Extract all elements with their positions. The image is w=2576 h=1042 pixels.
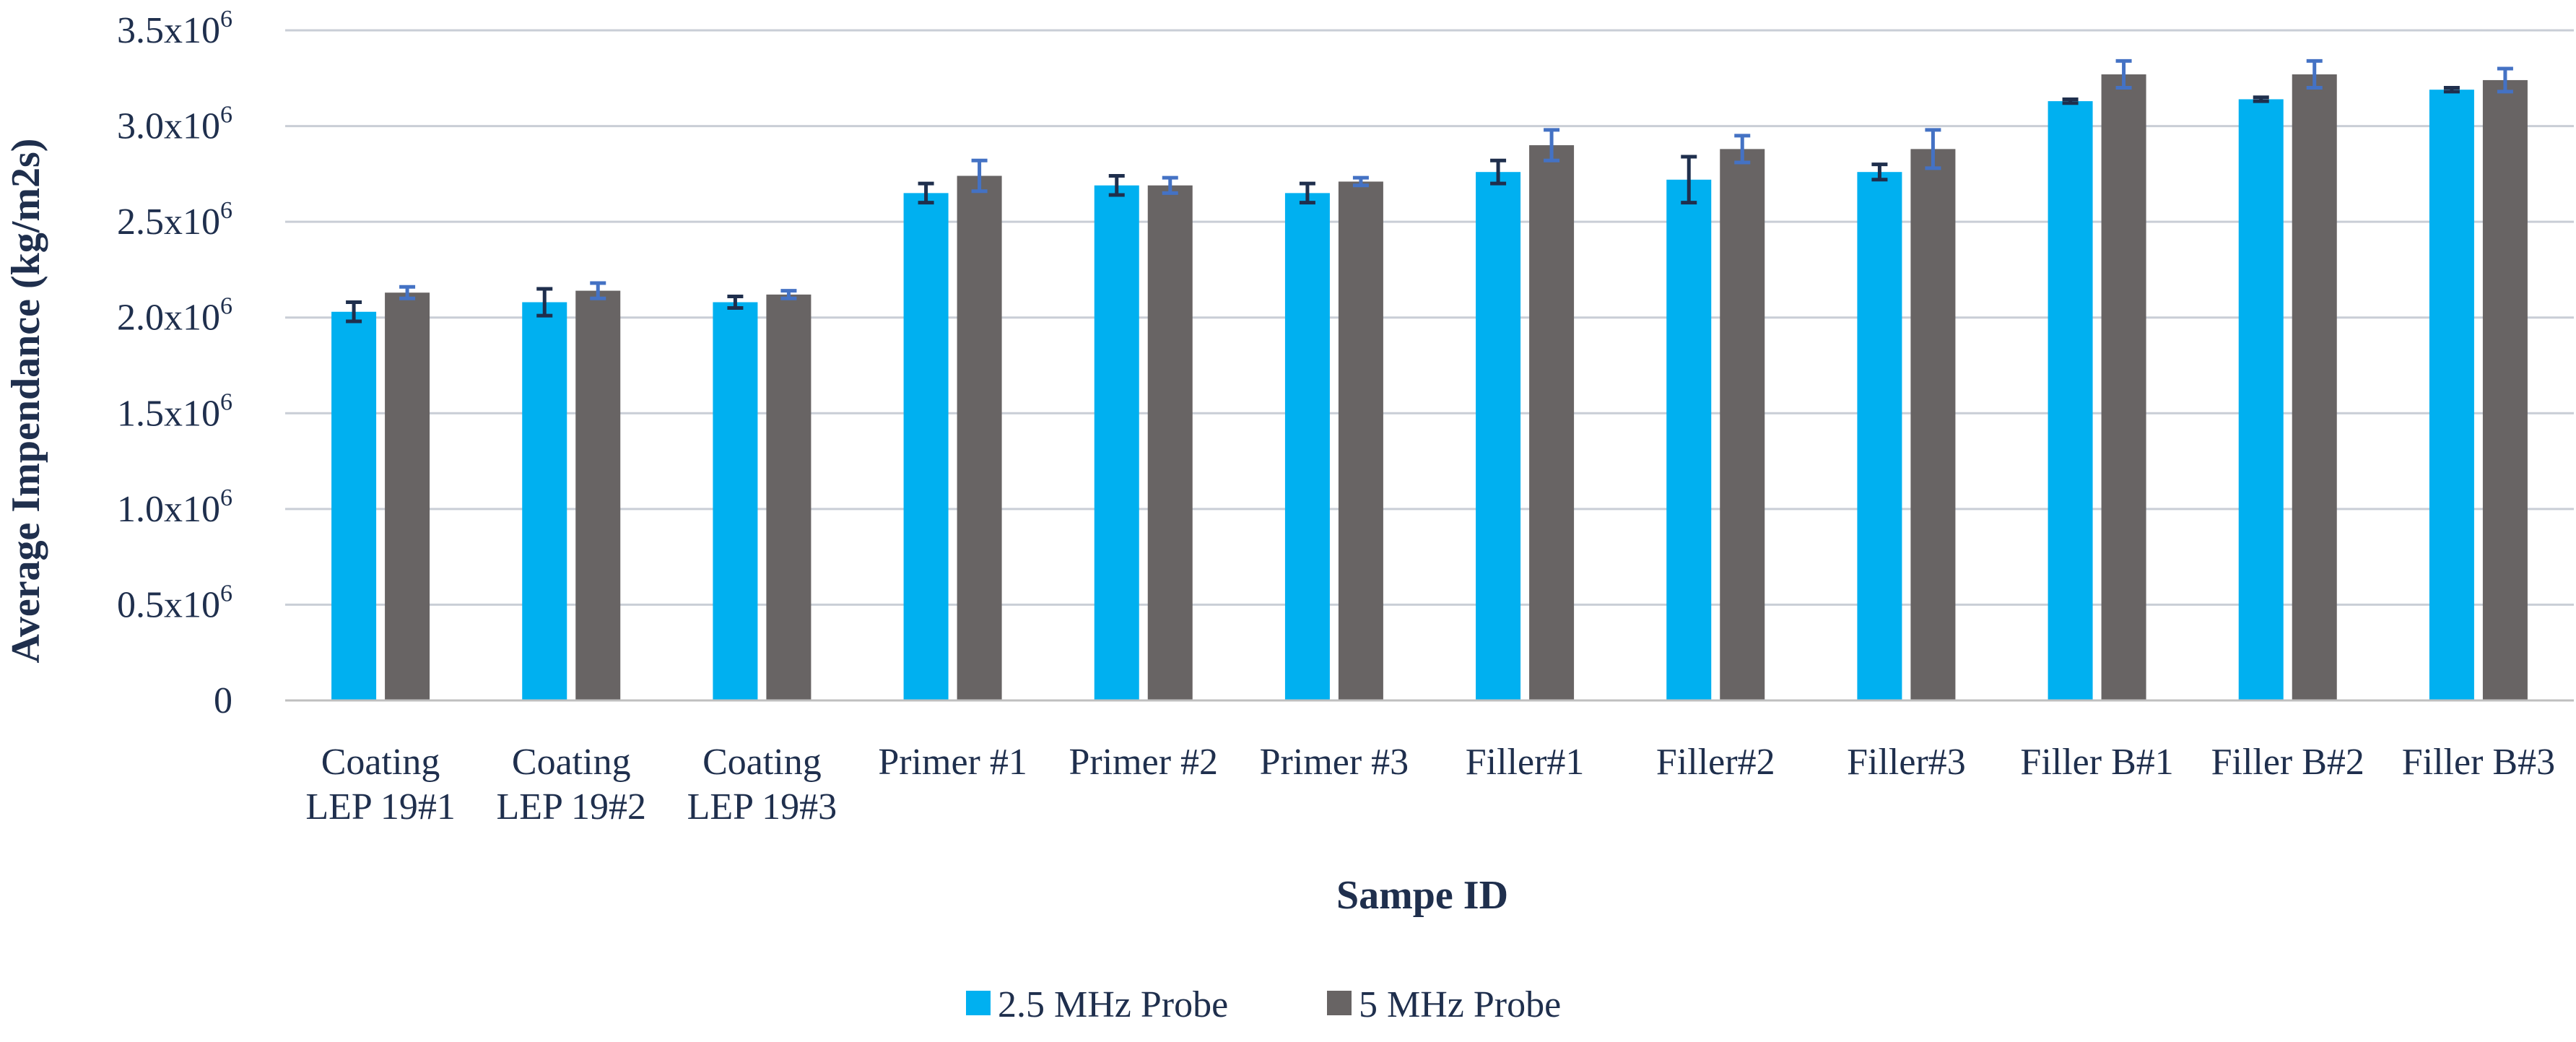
y-tick-label: 1.5x106 <box>117 388 232 434</box>
error-bar <box>1162 175 1178 195</box>
bar <box>1476 172 1521 701</box>
y-tick-exponent: 6 <box>220 102 232 129</box>
error-bar <box>1681 155 1697 205</box>
x-tick-label: Filler#3 <box>1847 742 1966 783</box>
gridlines <box>285 29 2574 606</box>
x-axis-tick-labels: Coating LEP 19#1 Coating LEP 19#2 Coating LEP… <box>305 742 2555 828</box>
y-tick-exponent: 6 <box>220 6 232 32</box>
bar <box>957 175 1002 701</box>
y-tick-exponent: 6 <box>220 293 232 320</box>
bar <box>1857 172 1902 701</box>
bar <box>1666 179 1712 701</box>
bar <box>1910 149 1956 701</box>
y-axis-tick-labels: 0 0.5x106 1.0x106 1.5x106 2.0x106 2.5x106 3.0x… <box>117 6 232 721</box>
y-tick-exponent: 6 <box>220 197 232 224</box>
error-bar <box>1299 181 1315 205</box>
bar <box>1338 181 1383 700</box>
error-bar <box>1490 158 1507 186</box>
x-axis-title: Sampe ID <box>1336 873 1508 918</box>
y-tick-label: 3.5x106 <box>117 6 232 51</box>
legend-label: 5 MHz Probe <box>1359 984 1561 1025</box>
bar <box>2292 74 2337 701</box>
error-bar <box>346 300 362 324</box>
error-bar <box>590 281 606 300</box>
error-bar <box>2062 97 2079 105</box>
bar <box>903 193 949 700</box>
bar <box>1147 185 1193 700</box>
error-bar <box>2253 95 2269 103</box>
y-tick-exponent: 6 <box>220 485 232 511</box>
error-bar <box>2306 58 2323 90</box>
bar <box>766 294 811 700</box>
x-tick-label: Coating LEP 19#2 <box>496 742 646 828</box>
error-bar <box>1352 175 1369 188</box>
error-bar <box>1871 162 1888 182</box>
bar <box>713 302 758 700</box>
error-bar <box>918 181 934 205</box>
error-bar <box>1734 134 1751 165</box>
bar <box>2238 99 2284 701</box>
x-tick-label: Primer #3 <box>1260 742 1409 783</box>
legend-swatch <box>1327 991 1352 1015</box>
error-bar <box>399 285 416 300</box>
bar <box>1529 145 1575 701</box>
bar <box>1094 185 1139 700</box>
x-tick-label: Filler#1 <box>1466 742 1585 783</box>
error-bar <box>971 158 988 194</box>
x-tick-label: Primer #2 <box>1069 742 1218 783</box>
bar <box>2482 79 2528 701</box>
bar <box>1284 193 1330 700</box>
bars <box>331 74 2528 701</box>
x-tick-label: Filler B#3 <box>2402 742 2555 783</box>
error-bars <box>346 58 2513 324</box>
error-bar <box>2115 58 2132 90</box>
x-tick-label: Coating LEP 19#3 <box>687 742 837 828</box>
error-bar <box>1925 128 1941 170</box>
bar <box>2101 74 2146 701</box>
bar <box>1720 149 1765 701</box>
error-bar <box>727 295 744 310</box>
legend-swatch <box>966 991 991 1015</box>
x-tick-label: Filler B#2 <box>2211 742 2364 783</box>
bar <box>385 292 430 700</box>
y-tick-label: 2.0x106 <box>117 293 232 339</box>
error-bar <box>1544 128 1560 162</box>
y-tick-exponent: 6 <box>220 580 232 607</box>
error-bar <box>536 287 553 318</box>
error-bar <box>1108 174 1125 197</box>
y-tick-label: 2.5x106 <box>117 197 232 243</box>
x-tick-label: Filler#2 <box>1656 742 1775 783</box>
bar <box>575 290 621 700</box>
error-bar <box>2497 66 2513 94</box>
y-tick-label: 0 <box>214 680 232 721</box>
y-tick-label: 1.0x106 <box>117 485 232 530</box>
y-tick-label: 3.0x106 <box>117 102 232 147</box>
x-tick-label: Filler B#1 <box>2020 742 2173 783</box>
x-tick-label: Coating LEP 19#1 <box>305 742 456 828</box>
x-tick-label: Primer #1 <box>878 742 1027 783</box>
y-tick-label: 0.5x106 <box>117 580 232 625</box>
error-bar <box>2443 86 2460 94</box>
bar <box>331 311 377 700</box>
legend: 2.5 MHz Probe 5 MHz Probe <box>966 984 1561 1025</box>
error-bar <box>780 289 797 300</box>
legend-label: 2.5 MHz Probe <box>998 984 1228 1025</box>
bar <box>2048 101 2093 701</box>
bar <box>522 302 567 700</box>
bar <box>2429 90 2474 701</box>
y-tick-exponent: 6 <box>220 388 232 415</box>
y-axis-title: Average Impendance (kg/m2s) <box>4 139 48 664</box>
